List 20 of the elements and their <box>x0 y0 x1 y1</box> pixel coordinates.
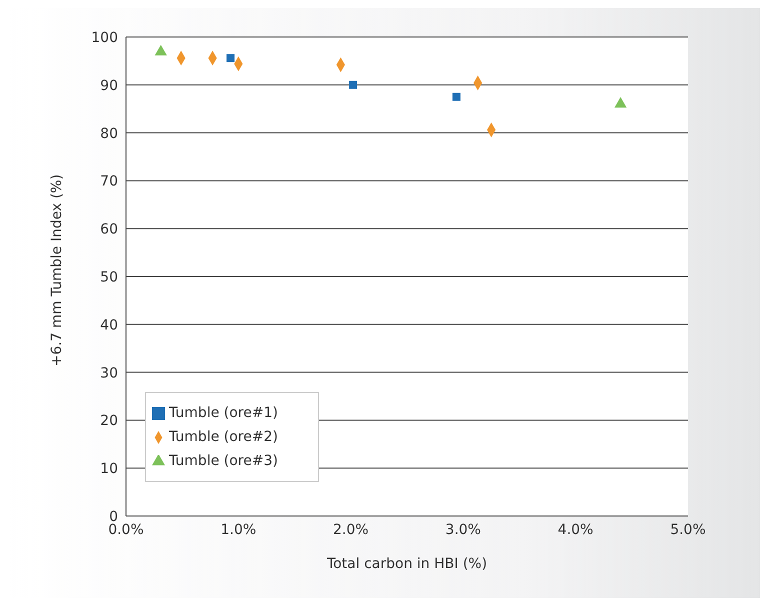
y-tick-label: 20 <box>100 413 118 430</box>
x-tick-label: 5.0% <box>670 522 706 538</box>
y-tick-label: 60 <box>100 222 118 238</box>
legend-label: Tumble (ore#2) <box>169 429 278 445</box>
y-tick-label: 30 <box>100 365 118 382</box>
y-tick-label: 40 <box>100 317 118 334</box>
x-tick-label: 3.0% <box>445 522 481 538</box>
x-tick-label: 1.0% <box>220 522 256 538</box>
x-tick-label: 4.0% <box>558 522 594 538</box>
y-tick-label: 10 <box>100 461 118 478</box>
y-tick-label: 70 <box>100 174 118 190</box>
legend-label: Tumble (ore#3) <box>169 453 278 469</box>
y-tick-label: 100 <box>91 30 118 46</box>
y-tick-label: 80 <box>100 126 118 142</box>
y-tick-label: 50 <box>100 269 118 286</box>
x-axis-title: Total carbon in HBI (%) <box>326 556 488 572</box>
y-tick-label: 90 <box>100 78 118 94</box>
y-axis-title: +6.7 mm Tumble Index (%) <box>48 174 65 366</box>
x-tick-label: 2.0% <box>333 522 369 538</box>
legend-label: Tumble (ore#1) <box>169 405 278 421</box>
